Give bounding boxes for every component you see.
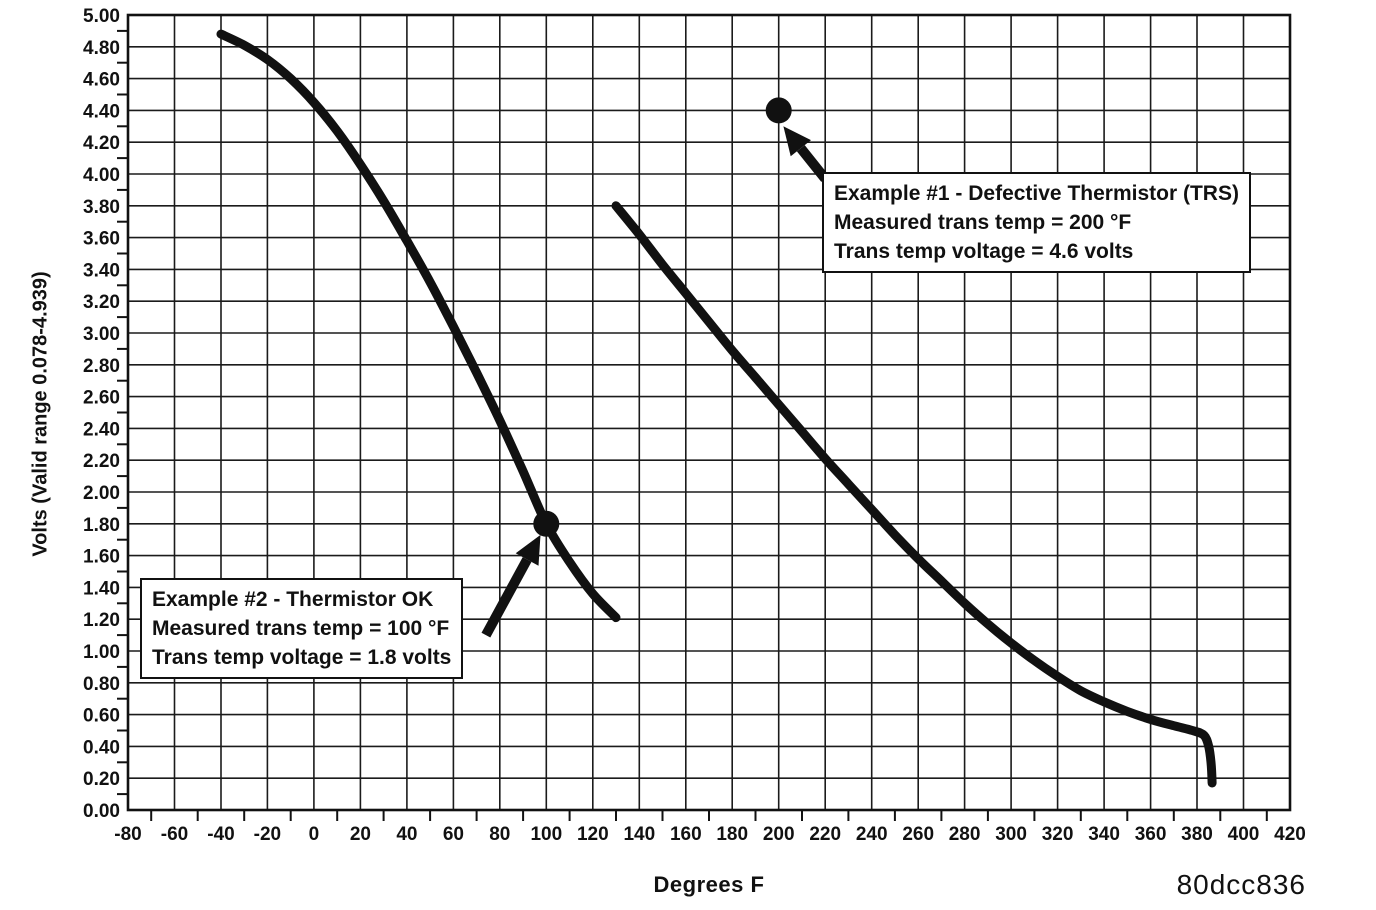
y-tick-label: 0.60 bbox=[83, 706, 120, 727]
x-tick-label: -20 bbox=[254, 824, 281, 845]
x-tick-label: 220 bbox=[809, 824, 841, 845]
y-tick-label: 2.80 bbox=[83, 356, 120, 377]
example-1-point bbox=[765, 97, 792, 124]
x-tick-label: 240 bbox=[856, 824, 888, 845]
y-tick-label: 4.20 bbox=[83, 133, 120, 154]
example-1-callout: Example #1 - Defective Thermistor (TRS) … bbox=[822, 172, 1251, 273]
y-tick-label: 1.60 bbox=[83, 547, 120, 568]
x-tick-label: 300 bbox=[995, 824, 1027, 845]
x-tick-label: 60 bbox=[443, 824, 464, 845]
example-2-title: Example #2 - Thermistor OK bbox=[152, 588, 434, 611]
y-tick-label: 0.00 bbox=[83, 801, 120, 822]
example-2-arrow bbox=[481, 534, 541, 638]
x-tick-label: 100 bbox=[530, 824, 562, 845]
thermistor-curve-segment-2 bbox=[611, 201, 1217, 788]
x-axis-title: Degrees F bbox=[653, 872, 765, 897]
y-tick-label: 2.40 bbox=[83, 419, 120, 440]
grid bbox=[127, 14, 1291, 811]
arrow-head bbox=[515, 534, 541, 566]
x-tick-label: 0 bbox=[309, 824, 320, 845]
x-tick-label: 200 bbox=[763, 824, 795, 845]
x-tick-label: 380 bbox=[1181, 824, 1213, 845]
arrow-head bbox=[783, 126, 811, 157]
example-2-voltage: Trans temp voltage = 1.8 volts bbox=[152, 646, 452, 669]
y-tick-labels: 0.00 0.20 0.40 0.60 0.80 1.00 1.20 1.40 1.60 1.80… bbox=[83, 6, 120, 822]
plot-border bbox=[126, 13, 1292, 812]
x-tick-label: 180 bbox=[716, 824, 748, 845]
x-tick-label: 120 bbox=[577, 824, 609, 845]
x-tick-label: 140 bbox=[623, 824, 655, 845]
example-2-callout: Example #2 - Thermistor OK Measured tran… bbox=[140, 578, 464, 679]
y-tick-label: 3.60 bbox=[83, 229, 120, 250]
y-tick-label: 2.20 bbox=[83, 451, 120, 472]
y-tick-label: 4.40 bbox=[83, 101, 120, 122]
y-tick-label: 2.60 bbox=[83, 388, 120, 409]
x-tick-label: -60 bbox=[161, 824, 188, 845]
example-1-measured-temp: Measured trans temp = 200 °F bbox=[834, 211, 1132, 234]
x-tick-label: 340 bbox=[1088, 824, 1120, 845]
example-2-point bbox=[533, 510, 560, 537]
x-tick-label: 80 bbox=[489, 824, 510, 845]
y-tick-label: 0.80 bbox=[83, 674, 120, 695]
x-tick-label: -80 bbox=[114, 824, 141, 845]
y-tick-label: 0.20 bbox=[83, 769, 120, 790]
y-tick-label: 3.00 bbox=[83, 324, 120, 345]
x-tick-label: 280 bbox=[949, 824, 981, 845]
arrow-shaft bbox=[796, 145, 830, 182]
y-tick-label: 0.40 bbox=[83, 737, 120, 758]
x-tick-label: -40 bbox=[207, 824, 234, 845]
y-tick-label: 2.00 bbox=[83, 483, 120, 504]
y-tick-label: 4.00 bbox=[83, 165, 120, 186]
y-tick-label: 1.40 bbox=[83, 578, 120, 599]
example-1-arrow bbox=[783, 126, 830, 182]
y-tick-label: 3.40 bbox=[83, 260, 120, 281]
y-axis-title: Volts (Valid range 0.078-4.939) bbox=[29, 271, 52, 557]
y-tick-label: 5.00 bbox=[83, 6, 120, 27]
x-tick-label: 40 bbox=[396, 824, 417, 845]
x-tick-label: 160 bbox=[670, 824, 702, 845]
y-tick-label: 3.20 bbox=[83, 292, 120, 313]
example-2-measured-temp: Measured trans temp = 100 °F bbox=[152, 617, 450, 640]
y-tick-label: 3.80 bbox=[83, 197, 120, 218]
x-tick-label: 320 bbox=[1042, 824, 1074, 845]
x-tick-label: 260 bbox=[902, 824, 934, 845]
example-1-title: Example #1 - Defective Thermistor (TRS) bbox=[834, 182, 1239, 205]
y-tick-label: 4.60 bbox=[83, 70, 120, 91]
y-tick-label: 1.80 bbox=[83, 515, 120, 536]
x-tick-label: 20 bbox=[350, 824, 371, 845]
x-tick-label: 400 bbox=[1228, 824, 1260, 845]
minor-ticks bbox=[117, 29, 1268, 821]
figure-code: 80dcc836 bbox=[1176, 869, 1306, 900]
y-tick-label: 1.00 bbox=[83, 642, 120, 663]
example-1-voltage: Trans temp voltage = 4.6 volts bbox=[834, 240, 1134, 263]
x-tick-label: 360 bbox=[1135, 824, 1167, 845]
arrow-shaft bbox=[481, 557, 532, 638]
x-tick-label: 420 bbox=[1274, 824, 1306, 845]
y-tick-label: 4.80 bbox=[83, 38, 120, 59]
x-tick-labels: -80 -60 -40 -20 0 20 40 60 80 100 120 140 160 180 200 2… bbox=[114, 824, 1306, 845]
y-tick-label: 1.20 bbox=[83, 610, 120, 631]
